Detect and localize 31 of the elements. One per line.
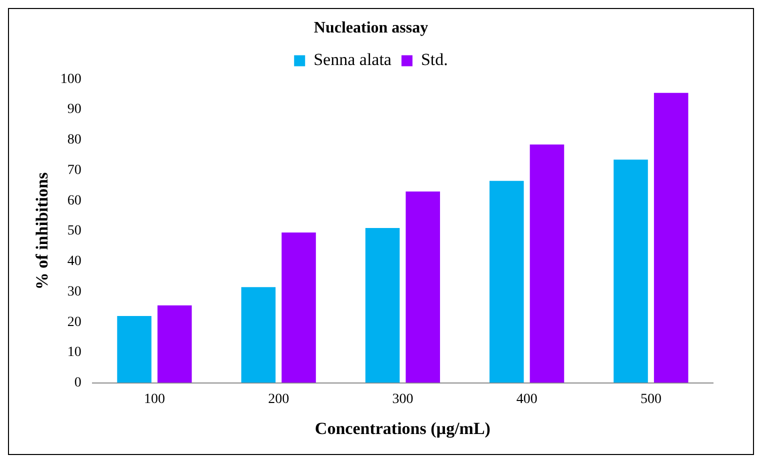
bar — [530, 144, 564, 383]
y-tick-label: 60 — [67, 193, 82, 208]
y-tick-label: 50 — [67, 224, 82, 239]
y-tick-label: 10 — [67, 345, 82, 360]
bar — [157, 305, 192, 383]
y-tick-label: 70 — [67, 162, 82, 178]
x-tick-label: 200 — [268, 392, 290, 407]
y-tick-label: 90 — [67, 102, 82, 118]
legend-label: Senna alata — [314, 50, 392, 70]
y-tick-label: 0 — [74, 375, 82, 390]
x-tick-label: 500 — [640, 392, 662, 407]
bar — [406, 192, 440, 383]
bar — [282, 232, 316, 383]
chart-title: Nucleation assay — [314, 20, 428, 37]
x-axis-title: Concentrations (µg/mL) — [314, 419, 490, 438]
bar — [365, 228, 400, 383]
y-tick-label: 80 — [67, 132, 82, 148]
x-tick-label: 400 — [516, 392, 538, 407]
legend-label: Std. — [420, 50, 448, 70]
y-tick-label: 30 — [67, 284, 82, 300]
x-tick-label: 300 — [392, 392, 414, 407]
x-tick-label: 100 — [144, 392, 165, 407]
bar — [490, 180, 524, 383]
bar — [614, 160, 648, 383]
bar — [654, 92, 688, 383]
y-tick-label: 20 — [67, 314, 82, 330]
bar — [241, 287, 276, 383]
y-tick-label: 40 — [67, 254, 82, 270]
bar — [117, 316, 152, 383]
y-axis-title: % of inhibitions — [32, 172, 52, 290]
y-tick-label: 100 — [60, 72, 82, 87]
